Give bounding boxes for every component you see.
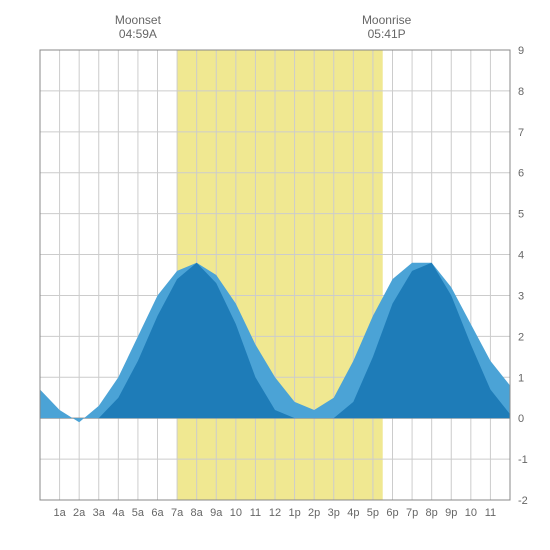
x-tick-label: 5a bbox=[132, 507, 145, 519]
y-tick-label: -1 bbox=[518, 454, 528, 466]
chart-svg: 1a2a3a4a5a6a7a8a9a1011121p2p3p4p5p6p7p8p… bbox=[10, 10, 540, 540]
x-tick-label: 8a bbox=[191, 507, 204, 519]
y-tick-label: 9 bbox=[518, 45, 524, 57]
moonrise-time: 05:41P bbox=[368, 27, 406, 41]
y-tick-label: 5 bbox=[518, 209, 524, 221]
moonset-label: Moonset bbox=[115, 13, 162, 27]
x-tick-label: 6a bbox=[151, 507, 164, 519]
x-tick-label: 3a bbox=[93, 507, 106, 519]
x-tick-label: 11 bbox=[250, 507, 261, 519]
x-tick-label: 7p bbox=[406, 507, 418, 519]
x-tick-label: 6p bbox=[386, 507, 398, 519]
x-tick-label: 9a bbox=[210, 507, 223, 519]
x-tick-label: 12 bbox=[269, 507, 281, 519]
y-tick-label: 4 bbox=[518, 250, 524, 262]
y-tick-label: 3 bbox=[518, 290, 524, 302]
x-tick-label: 4p bbox=[347, 507, 359, 519]
x-tick-label: 1a bbox=[53, 507, 66, 519]
x-tick-label: 10 bbox=[230, 507, 242, 519]
tide-chart: 1a2a3a4a5a6a7a8a9a1011121p2p3p4p5p6p7p8p… bbox=[10, 10, 540, 540]
y-tick-label: -2 bbox=[518, 495, 528, 507]
y-tick-label: 7 bbox=[518, 127, 524, 139]
y-tick-label: 8 bbox=[518, 86, 524, 98]
x-tick-label: 2a bbox=[73, 507, 86, 519]
y-tick-label: 2 bbox=[518, 331, 524, 343]
y-tick-label: 0 bbox=[518, 413, 524, 425]
x-tick-label: 5p bbox=[367, 507, 379, 519]
x-tick-label: 9p bbox=[445, 507, 457, 519]
x-tick-label: 2p bbox=[308, 507, 320, 519]
moonrise-label: Moonrise bbox=[362, 13, 412, 27]
x-tick-label: 1p bbox=[288, 507, 300, 519]
x-tick-label: 10 bbox=[465, 507, 477, 519]
moonset-time: 04:59A bbox=[119, 27, 157, 41]
x-tick-label: 4a bbox=[112, 507, 125, 519]
x-tick-label: 11 bbox=[485, 507, 496, 519]
x-tick-label: 7a bbox=[171, 507, 184, 519]
x-tick-label: 3p bbox=[328, 507, 340, 519]
y-tick-label: 6 bbox=[518, 168, 524, 180]
y-tick-label: 1 bbox=[518, 372, 524, 384]
x-tick-label: 8p bbox=[426, 507, 438, 519]
